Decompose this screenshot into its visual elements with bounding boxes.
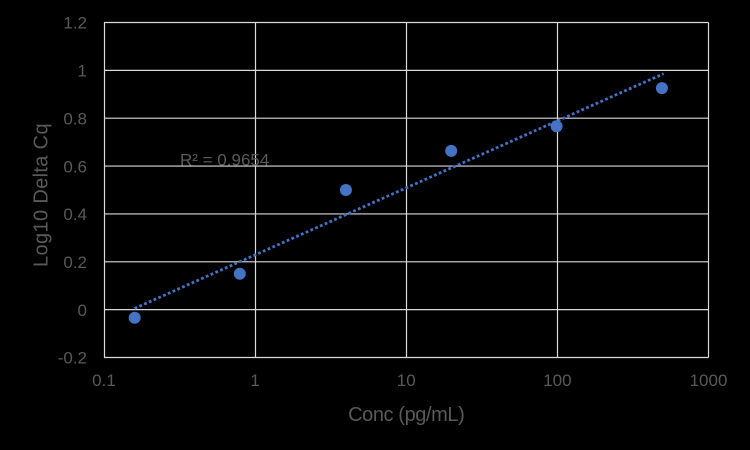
svg-text:1000: 1000	[690, 371, 728, 390]
svg-text:0: 0	[78, 301, 87, 320]
svg-text:1: 1	[250, 371, 259, 390]
svg-text:1.2: 1.2	[63, 14, 87, 33]
svg-text:10: 10	[397, 371, 416, 390]
svg-text:-0.2: -0.2	[58, 349, 87, 368]
svg-text:1: 1	[78, 62, 87, 81]
svg-text:0.6: 0.6	[63, 157, 87, 176]
svg-text:0.4: 0.4	[63, 205, 87, 224]
svg-text:Conc (pg/mL): Conc (pg/mL)	[348, 404, 464, 426]
svg-text:100: 100	[543, 371, 571, 390]
svg-text:0.2: 0.2	[63, 253, 87, 272]
svg-text:R² = 0.9654: R² = 0.9654	[180, 150, 269, 169]
svg-text:0.8: 0.8	[63, 109, 87, 128]
svg-text:0.1: 0.1	[92, 371, 116, 390]
svg-text:Log10 Delta Cq: Log10 Delta Cq	[31, 123, 53, 267]
